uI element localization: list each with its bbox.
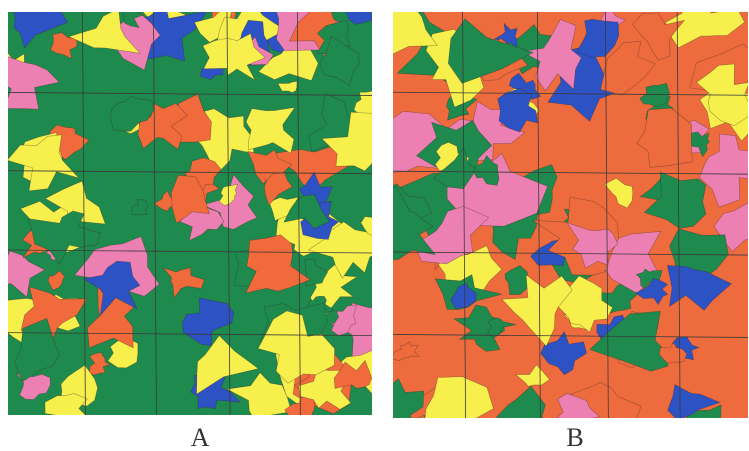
land-patch (447, 18, 534, 84)
map-panel-b (393, 12, 748, 418)
land-patch (639, 82, 670, 108)
land-patch (473, 155, 500, 186)
land-patch (540, 331, 587, 376)
grid-line (8, 249, 372, 254)
grid-line (393, 170, 748, 175)
land-patch (566, 222, 619, 269)
grid-line (536, 12, 541, 418)
land-patch (665, 12, 745, 49)
land-patch (713, 202, 748, 253)
land-patch (8, 250, 46, 298)
land-patch (319, 35, 360, 86)
grid-line (462, 12, 466, 418)
grid-line (8, 170, 372, 175)
grid-line (8, 332, 372, 337)
grid-line (226, 12, 231, 415)
land-patch (27, 210, 101, 265)
land-patch (109, 96, 155, 132)
land-patch (82, 260, 141, 317)
land-patch (393, 378, 425, 418)
land-patch (450, 283, 477, 309)
grid-line (296, 12, 301, 415)
land-patch (170, 174, 210, 224)
land-patch (589, 310, 669, 372)
land-patch (556, 393, 601, 418)
grid-line (393, 334, 748, 338)
land-patch (520, 19, 582, 92)
land-patch (508, 72, 542, 104)
land-patch (604, 177, 634, 209)
land-patch (667, 384, 721, 418)
land-patch (263, 167, 293, 206)
land-patch (487, 317, 517, 339)
land-patch (424, 376, 494, 418)
land-patch (153, 190, 178, 212)
grid-line (676, 12, 681, 418)
land-patch (635, 277, 669, 306)
grid-line (82, 12, 86, 415)
land-patch (179, 204, 225, 242)
land-patch (245, 234, 311, 294)
land-patch (360, 216, 372, 237)
land-patch (666, 265, 732, 311)
land-patch (131, 199, 149, 216)
land-patch (44, 180, 106, 225)
land-patch (14, 317, 60, 383)
land-patch (122, 12, 143, 29)
land-patch (495, 385, 546, 418)
map-panel-a (8, 12, 372, 415)
land-patch (345, 12, 372, 25)
land-patch (433, 146, 477, 190)
land-patch (247, 149, 293, 185)
land-patch (277, 80, 298, 93)
land-patch (333, 359, 372, 389)
land-patch (196, 335, 260, 395)
land-patch (8, 56, 60, 110)
land-patch (453, 304, 506, 352)
land-patch (88, 352, 111, 376)
land-patch (137, 103, 188, 150)
land-patch (8, 134, 80, 192)
land-patch (393, 340, 421, 362)
land-patch (330, 304, 358, 337)
land-patch (13, 12, 69, 49)
land-patch (632, 12, 686, 61)
land-patch (393, 185, 437, 261)
grid-line (8, 92, 372, 96)
land-patch (47, 270, 65, 291)
land-patch (50, 32, 78, 60)
land-patch (162, 267, 205, 299)
land-patch (414, 205, 490, 265)
grid-line (604, 12, 609, 418)
land-patch (504, 265, 528, 295)
land-patch (353, 90, 372, 117)
land-patch (68, 12, 141, 54)
grid-line (393, 251, 748, 256)
land-patch (181, 297, 235, 347)
land-patch (686, 404, 722, 418)
grid-line (393, 91, 748, 96)
land-patch (393, 12, 438, 55)
land-patch (304, 258, 329, 287)
grid-line (153, 12, 157, 415)
land-patch (699, 133, 748, 208)
panel-label: B (566, 423, 583, 451)
land-patch (245, 106, 296, 154)
land-patch (497, 88, 539, 133)
land-patch (321, 111, 372, 172)
panel-label: A (191, 423, 210, 451)
land-patch (283, 194, 330, 230)
land-patch (257, 310, 335, 384)
land-patch (307, 221, 372, 279)
land-patch (226, 372, 292, 415)
land-patch (501, 274, 573, 347)
land-patch (202, 33, 266, 81)
land-patch (44, 393, 88, 415)
land-patch (643, 171, 707, 229)
